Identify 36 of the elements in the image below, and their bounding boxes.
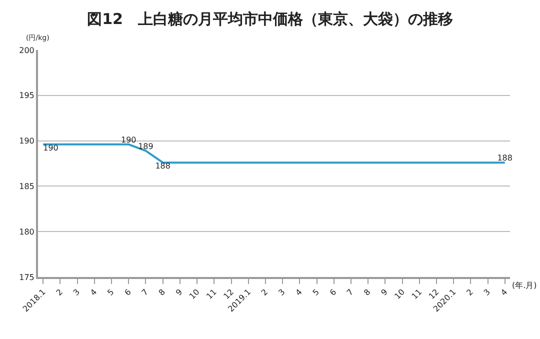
y-tick-label: 175 <box>19 272 34 282</box>
data-label: 190 <box>121 135 136 144</box>
x-tick-label: 6 <box>122 287 133 298</box>
y-tick-label: 185 <box>19 182 34 191</box>
x-tick-label: 2 <box>54 287 64 298</box>
y-tick-label: 180 <box>19 227 34 236</box>
x-tick-label: 4 <box>88 287 99 298</box>
data-label: 188 <box>155 162 170 171</box>
x-tick-label: 5 <box>311 287 321 298</box>
x-tick-label: 10 <box>392 287 407 302</box>
y-tick-label: 195 <box>19 91 34 100</box>
x-axis-title: (年.月) <box>512 281 537 290</box>
y-tick-label: 190 <box>19 136 34 146</box>
y-tick-label: 200 <box>19 46 34 55</box>
data-label: 188 <box>497 154 513 163</box>
x-tick-label: 11 <box>410 287 424 302</box>
x-tick-label: 7 <box>140 287 150 298</box>
data-label: 190 <box>43 143 58 152</box>
x-tick-label: 7 <box>345 287 356 298</box>
x-tick-label: 8 <box>362 287 372 298</box>
data-label: 189 <box>138 142 154 151</box>
x-tick-label: 10 <box>188 287 202 302</box>
x-tick-label: 11 <box>204 287 218 302</box>
x-tick-label: 2 <box>260 287 270 298</box>
x-tick-label: 4 <box>499 287 510 298</box>
x-tick-label: 3 <box>482 287 492 298</box>
x-tick-label: 2 <box>464 287 475 298</box>
x-tick-label: 6 <box>328 287 338 298</box>
x-tick-label: 9 <box>174 287 184 298</box>
x-tick-label: 3 <box>72 287 82 298</box>
x-tick-label: 3 <box>276 287 287 298</box>
x-tick-label: 5 <box>106 287 116 298</box>
x-tick-label: 4 <box>294 287 304 298</box>
x-tick-label: 9 <box>379 287 390 298</box>
x-tick-label: 8 <box>157 287 168 298</box>
chart-title: 図12 上白糖の月平均市中価格（東京、大袋）の推移 <box>87 10 453 28</box>
